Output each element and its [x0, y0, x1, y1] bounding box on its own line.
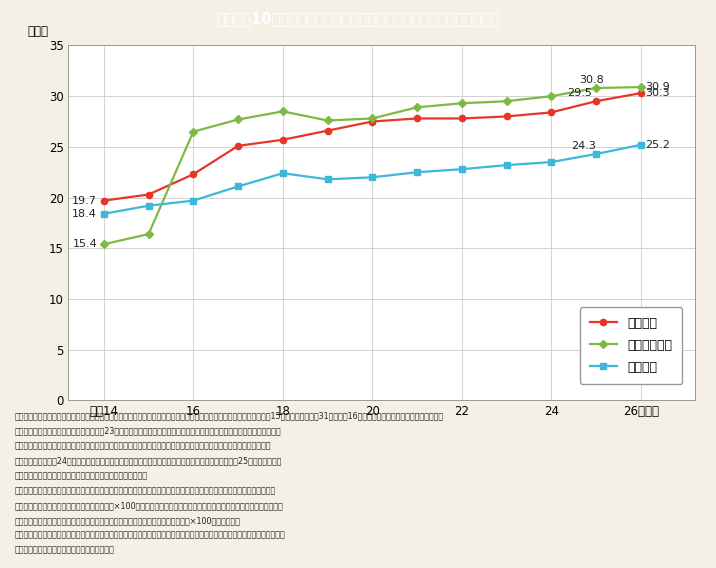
都道府県: [503, 113, 511, 120]
Text: 15.4: 15.4: [72, 239, 97, 249]
市区町村: [368, 174, 377, 181]
政令指定都市: [637, 83, 645, 90]
市区町村: [189, 197, 198, 204]
都道府県: [324, 127, 332, 134]
Legend: 都道府県, 政令指定都市, 市区町村: 都道府県, 政令指定都市, 市区町村: [579, 307, 682, 383]
都道府県: [189, 171, 198, 178]
政令指定都市: [324, 117, 332, 124]
都道府県: [592, 98, 601, 105]
市区町村: [547, 158, 556, 165]
市区町村: [458, 166, 466, 173]
Text: ２．東日本大震災の影響により，平成23年の数値には，岩手県の一部（花巻市，陸前高田市，釜石市，大槌町），宮城: ２．東日本大震災の影響により，平成23年の数値には，岩手県の一部（花巻市，陸前高…: [14, 427, 281, 436]
政令指定都市: [413, 104, 422, 111]
市区町村: [592, 151, 601, 157]
市区町村: [637, 141, 645, 148]
都道府県: [458, 115, 466, 122]
都道府県: [637, 90, 645, 97]
Text: 24.3: 24.3: [571, 141, 596, 151]
政令指定都市: [189, 128, 198, 135]
市区町村: [234, 183, 243, 190]
Text: 29.5: 29.5: [567, 88, 591, 98]
市区町村: [324, 176, 332, 183]
Text: （％）: （％）: [27, 26, 48, 39]
Text: 30.9: 30.9: [645, 82, 670, 92]
市区町村: [279, 170, 287, 177]
Text: ５．市区町村には，政令指定都市を含む。: ５．市区町村には，政令指定都市を含む。: [14, 546, 114, 555]
Line: 政令指定都市: 政令指定都市: [101, 84, 644, 248]
市区町村: [145, 202, 153, 209]
Text: （備考）１．内閣府「地方公共団体における男女共同参画社会の形成又は女性に関する施策の推進状況」より作成。平成15年までは各年３朎31日現在。16年以降は原則とし: （備考）１．内閣府「地方公共団体における男女共同参画社会の形成又は女性に関する施…: [14, 412, 443, 421]
Text: 福島県の一部（浪江町）が，それぞれ含まれていない。: 福島県の一部（浪江町）が，それぞれ含まれていない。: [14, 471, 147, 481]
Text: 会等委員数」／「寡議会等委員の総数」×100により算出。市区町村については，「法律，政令及び条例により設置: 会等委員数」／「寡議会等委員の総数」×100により算出。市区町村については，「法…: [14, 501, 283, 510]
市区町村: [100, 210, 108, 217]
政令指定都市: [503, 98, 511, 105]
都道府県: [234, 143, 243, 149]
政令指定都市: [145, 231, 153, 237]
Text: ４．調査の対象となっている寡議会は，法律又は政令及び条例により設置された寡議会等のうち，内閣府が把握したもの。: ４．調査の対象となっている寡議会は，法律又は政令及び条例により設置された寡議会等…: [14, 531, 285, 540]
都道府県: [368, 118, 377, 125]
Text: 30.8: 30.8: [579, 75, 604, 85]
政令指定都市: [100, 241, 108, 248]
政令指定都市: [234, 116, 243, 123]
Line: 市区町村: 市区町村: [101, 141, 644, 217]
都道府県: [413, 115, 422, 122]
Text: Ｉ－１－10図　地方公共団体の寡議会等における女性委員割合の推移: Ｉ－１－10図 地方公共団体の寡議会等における女性委員割合の推移: [216, 11, 500, 26]
Text: 県の一部（女川町，南三陸町），福島県の一部（南相馬市，下郷町，楔葉町，富岡町，大熊町，双葉町，浪江町，: 県の一部（女川町，南三陸町），福島県の一部（南相馬市，下郷町，楔葉町，富岡町，大…: [14, 441, 271, 450]
Text: 25.2: 25.2: [645, 140, 670, 150]
政令指定都市: [547, 93, 556, 99]
都道府県: [279, 136, 287, 143]
Line: 都道府県: 都道府県: [101, 90, 644, 204]
Text: 18.4: 18.4: [72, 209, 97, 219]
Text: ３．都道府県及び政令指定都市については，「法律又は政令により置かなければならない寡議会等における女性の寡議: ３．都道府県及び政令指定都市については，「法律又は政令により置かなければならない…: [14, 486, 276, 495]
政令指定都市: [368, 115, 377, 122]
都道府県: [100, 197, 108, 204]
市区町村: [413, 169, 422, 176]
都道府県: [145, 191, 153, 198]
市区町村: [503, 162, 511, 169]
Text: された寡議会等における女性の寡議会等委員数」／「寡議会等委員の総数」×100により算出。: された寡議会等における女性の寡議会等委員数」／「寡議会等委員の総数」×100によ…: [14, 516, 241, 525]
政令指定都市: [279, 108, 287, 115]
都道府県: [547, 109, 556, 116]
Text: 30.3: 30.3: [645, 88, 670, 98]
政令指定都市: [592, 85, 601, 91]
Text: 19.7: 19.7: [72, 195, 97, 206]
Text: 飯館村）が，24年の数値には，福島県の一部（川内村，大熊町，浪江町，葛尾村，飯館村）が，25年の数値には，: 飯館村）が，24年の数値には，福島県の一部（川内村，大熊町，浪江町，葛尾村，飯館…: [14, 457, 281, 465]
政令指定都市: [458, 100, 466, 107]
